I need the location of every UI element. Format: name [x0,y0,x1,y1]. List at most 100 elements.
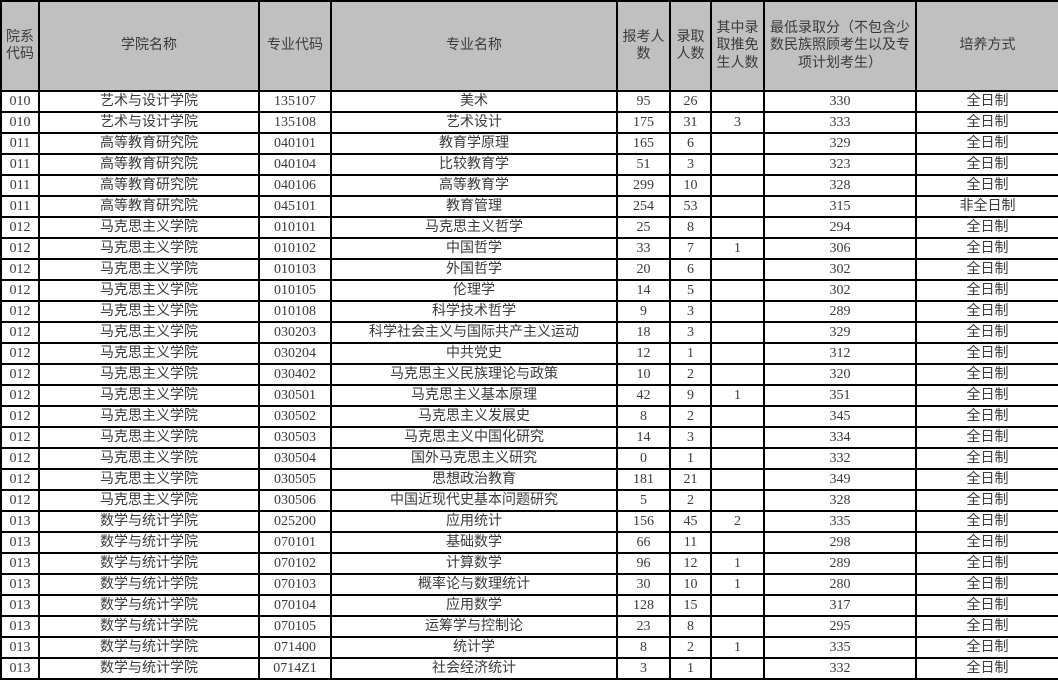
cell-college-name: 数学与统计学院 [38,510,260,533]
cell-college-name: 高等教育研究院 [38,132,260,155]
cell-dept-code: 012 [0,468,40,491]
table-row: 012 马克思主义学院 030402 马克思主义民族理论与政策 10 2 320 全日制 [0,363,1058,386]
cell-applicants: 20 [616,258,671,281]
cell-major-code: 070102 [258,552,332,575]
header-row: 院系代码 学院名称 专业代码 专业名称 报考人数 录取人数 其中录取推免生人数 … [0,0,1058,92]
cell-major-code: 010103 [258,258,332,281]
cell-major-code: 030402 [258,363,332,386]
cell-dept-code: 012 [0,279,40,302]
cell-min-score: 345 [763,405,917,428]
header-major-name: 专业名称 [330,0,618,92]
cell-major-name: 统计学 [330,636,618,659]
cell-recommended-exempt: 1 [710,552,765,575]
cell-training-mode: 全日制 [915,489,1058,512]
table-row: 010 艺术与设计学院 135108 艺术设计 175 31 3 333 全日制 [0,111,1058,134]
cell-applicants: 14 [616,279,671,302]
cell-college-name: 马克思主义学院 [38,342,260,365]
table-row: 012 马克思主义学院 030501 马克思主义基本原理 42 9 1 351 全日制 [0,384,1058,407]
cell-recommended-exempt [710,531,765,554]
table-row: 013 数学与统计学院 070105 运筹学与控制论 23 8 295 全日制 [0,615,1058,638]
cell-min-score: 329 [763,132,917,155]
table-row: 012 马克思主义学院 030502 马克思主义发展史 8 2 345 全日制 [0,405,1058,428]
cell-min-score: 351 [763,384,917,407]
cell-admitted: 12 [669,552,712,575]
cell-admitted: 21 [669,468,712,491]
cell-applicants: 25 [616,216,671,239]
cell-major-code: 030204 [258,342,332,365]
cell-recommended-exempt [710,216,765,239]
cell-admitted: 31 [669,111,712,134]
cell-dept-code: 010 [0,111,40,134]
cell-applicants: 12 [616,342,671,365]
table-row: 012 马克思主义学院 030506 中国近现代史基本问题研究 5 2 328 全日制 [0,489,1058,512]
cell-admitted: 26 [669,90,712,113]
cell-min-score: 349 [763,468,917,491]
cell-admitted: 1 [669,447,712,470]
table-row: 013 数学与统计学院 070103 概率论与数理统计 30 10 1 280 全日制 [0,573,1058,596]
cell-training-mode: 全日制 [915,300,1058,323]
cell-college-name: 马克思主义学院 [38,405,260,428]
cell-major-code: 030506 [258,489,332,512]
table-row: 012 马克思主义学院 010103 外国哲学 20 6 302 全日制 [0,258,1058,281]
cell-major-name: 马克思主义中国化研究 [330,426,618,449]
cell-dept-code: 013 [0,573,40,596]
table-row: 012 马克思主义学院 030505 思想政治教育 181 21 349 全日制 [0,468,1058,491]
table-row: 012 马克思主义学院 030204 中共党史 12 1 312 全日制 [0,342,1058,365]
cell-major-code: 030505 [258,468,332,491]
cell-college-name: 高等教育研究院 [38,153,260,176]
cell-major-name: 马克思主义哲学 [330,216,618,239]
cell-college-name: 马克思主义学院 [38,237,260,260]
cell-dept-code: 012 [0,405,40,428]
cell-dept-code: 011 [0,132,40,155]
cell-college-name: 艺术与设计学院 [38,90,260,113]
cell-dept-code: 012 [0,216,40,239]
cell-applicants: 156 [616,510,671,533]
cell-min-score: 280 [763,573,917,596]
cell-training-mode: 全日制 [915,594,1058,617]
cell-major-code: 135108 [258,111,332,134]
cell-admitted: 8 [669,216,712,239]
cell-college-name: 马克思主义学院 [38,384,260,407]
cell-major-code: 010101 [258,216,332,239]
table-row: 012 马克思主义学院 030203 科学社会主义与国际共产主义运动 18 3 329 全日制 [0,321,1058,344]
cell-training-mode: 全日制 [915,90,1058,113]
cell-dept-code: 013 [0,531,40,554]
cell-admitted: 53 [669,195,712,218]
cell-major-name: 伦理学 [330,279,618,302]
cell-college-name: 马克思主义学院 [38,426,260,449]
cell-training-mode: 非全日制 [915,195,1058,218]
cell-applicants: 51 [616,153,671,176]
table-row: 013 数学与统计学院 0714Z1 社会经济统计 3 1 332 全日制 [0,657,1058,680]
cell-major-name: 应用数学 [330,594,618,617]
cell-recommended-exempt: 2 [710,510,765,533]
cell-min-score: 302 [763,279,917,302]
cell-major-code: 071400 [258,636,332,659]
cell-major-name: 教育学原理 [330,132,618,155]
cell-admitted: 5 [669,279,712,302]
cell-major-code: 030502 [258,405,332,428]
cell-major-name: 应用统计 [330,510,618,533]
cell-recommended-exempt [710,426,765,449]
header-dept-code: 院系代码 [0,0,40,92]
cell-college-name: 数学与统计学院 [38,594,260,617]
cell-dept-code: 011 [0,174,40,197]
cell-recommended-exempt [710,300,765,323]
cell-recommended-exempt: 3 [710,111,765,134]
cell-college-name: 数学与统计学院 [38,573,260,596]
cell-major-name: 教育管理 [330,195,618,218]
cell-major-code: 070101 [258,531,332,554]
cell-major-code: 025200 [258,510,332,533]
cell-major-code: 040106 [258,174,332,197]
cell-min-score: 315 [763,195,917,218]
table-row: 013 数学与统计学院 070102 计算数学 96 12 1 289 全日制 [0,552,1058,575]
cell-training-mode: 全日制 [915,111,1058,134]
cell-major-name: 计算数学 [330,552,618,575]
cell-major-name: 思想政治教育 [330,468,618,491]
cell-min-score: 317 [763,594,917,617]
cell-admitted: 6 [669,258,712,281]
cell-college-name: 马克思主义学院 [38,216,260,239]
table-body: 010 艺术与设计学院 135107 美术 95 26 330 全日制 010 艺术与设计学院 13… [0,90,1058,680]
cell-applicants: 33 [616,237,671,260]
table-row: 012 马克思主义学院 030504 国外马克思主义研究 0 1 332 全日制 [0,447,1058,470]
cell-college-name: 高等教育研究院 [38,174,260,197]
